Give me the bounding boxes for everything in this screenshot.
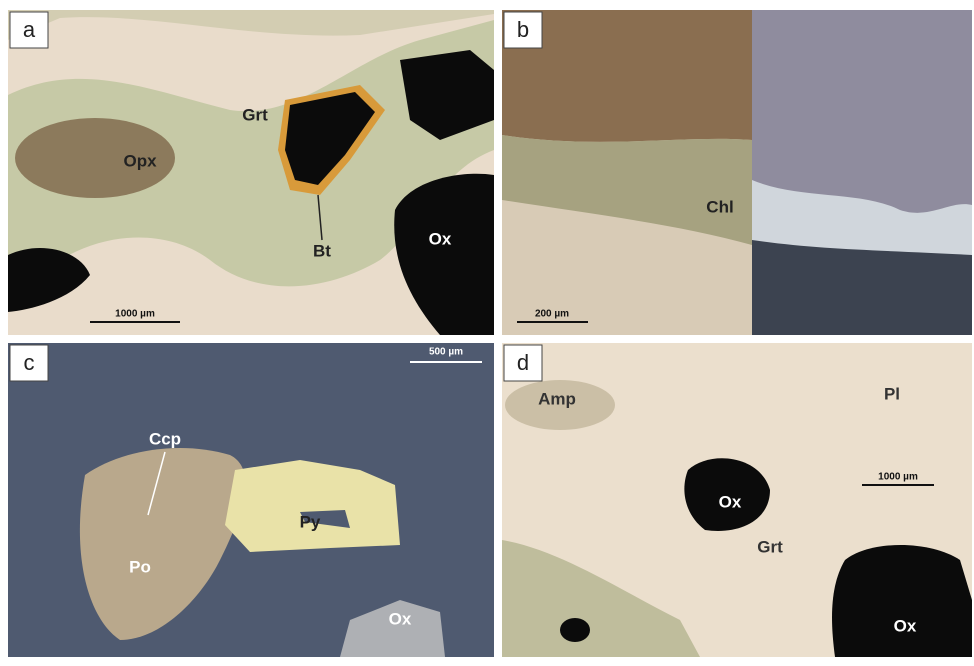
- scale-label: 200 µm: [535, 309, 569, 320]
- ox-grain: [832, 545, 972, 657]
- mineral-zone: [502, 540, 700, 657]
- ox-grain: [400, 50, 494, 140]
- scale-label: 500 µm: [429, 347, 463, 358]
- scale-label: 1000 µm: [878, 472, 918, 483]
- mineral-label: Py: [300, 512, 321, 531]
- mineral-label: Ox: [429, 229, 452, 248]
- mineral-label: Grt: [757, 537, 783, 556]
- mineral-zone: [502, 10, 752, 142]
- panel-letter: b: [517, 17, 529, 42]
- panel-letter: d: [517, 350, 529, 375]
- ox-grain: [684, 458, 770, 531]
- mineral-label: Bt: [313, 241, 331, 260]
- opx-grain: [15, 118, 175, 198]
- ox-grain: [8, 247, 90, 312]
- leader-line: [147, 451, 166, 516]
- ox-grain: [285, 92, 375, 185]
- ox-grain: [340, 600, 445, 657]
- leader-line: [317, 194, 323, 241]
- po-grain: [79, 447, 246, 640]
- mineral-label: Opx: [123, 151, 157, 170]
- mineral-band: [8, 20, 494, 287]
- mineral-label: Chl: [706, 197, 733, 216]
- mineral-label: Ox: [389, 609, 412, 628]
- panel-letter-box: [503, 11, 543, 49]
- panel-letter: c: [24, 350, 35, 375]
- mineral-label: Ox: [719, 492, 742, 511]
- mineral-label: Po: [129, 557, 151, 576]
- ox-grain: [394, 173, 494, 335]
- py-grain: [225, 460, 400, 552]
- amp-grain: [505, 380, 615, 430]
- mineral-label: Amp: [538, 389, 576, 408]
- mineral-label: Pl: [884, 384, 900, 403]
- panel-c: c Ccp Py Po Ox 500 µm: [8, 343, 494, 657]
- mineral-zone: [752, 240, 972, 335]
- mineral-label: Ox: [894, 616, 917, 635]
- panel-letter-box: [503, 344, 543, 382]
- panel-b: b Chl 200 µm: [502, 10, 972, 335]
- panel-d: d Amp Pl Ox Grt Ox 1000 µm: [502, 343, 972, 657]
- panel-a: a Grt Opx Bt Ox 1000 µm: [8, 10, 494, 335]
- scale-label: 1000 µm: [115, 309, 155, 320]
- mineral-label: Ccp: [149, 429, 181, 448]
- panel-letter-box: [9, 11, 49, 49]
- chl-zone: [502, 135, 752, 245]
- ox-grain: [560, 618, 590, 642]
- panel-letter: a: [23, 17, 36, 42]
- panel-letter-box: [9, 344, 49, 382]
- mineral-zone: [752, 180, 972, 260]
- mineral-band: [8, 10, 494, 40]
- inclusion: [300, 510, 350, 528]
- mineral-label: Grt: [242, 105, 268, 124]
